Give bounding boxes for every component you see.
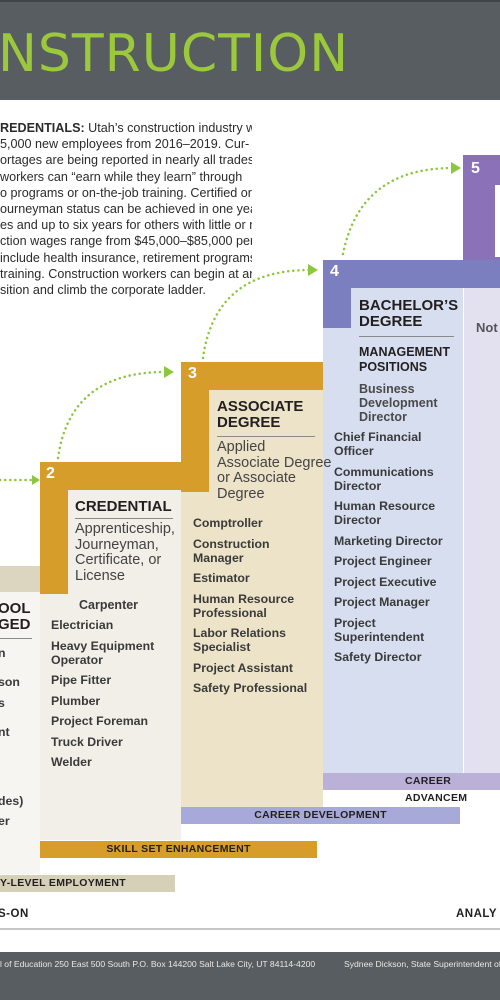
step-1-title: OOL GED: [0, 600, 31, 633]
intro-line: sition and climb the corporate ladder.: [0, 283, 206, 298]
step-3-subtitle: Applied Associate Degree or Associate De…: [217, 439, 332, 502]
band-career-development: CAREER DEVELOPMENT: [181, 807, 460, 824]
step-2-job-list: Electrician Heavy Equipment Operator Pip…: [51, 618, 179, 776]
step-3-number: 3: [188, 365, 197, 382]
intro-line: 5,000 new employees from 2016–2019. Cur-: [0, 137, 250, 152]
list-item: [0, 667, 40, 669]
list-item: [0, 786, 40, 787]
intro-line: es and up to six years for others with l…: [0, 218, 252, 233]
band-career-advancement: CAREER ADVANCEM: [323, 773, 500, 804]
list-item: Estimator: [193, 571, 250, 585]
list-item: Pipe Fitter: [51, 673, 112, 687]
scale-label-left: S-ON: [0, 908, 29, 920]
step-3-rule: [217, 436, 315, 437]
list-item: des): [0, 793, 24, 808]
list-item: Safety Professional: [193, 681, 308, 695]
step-1-column: [0, 592, 40, 874]
list-item: Human Resource Professional: [193, 591, 295, 620]
arrow-2-to-3: [56, 366, 174, 460]
step-3-job-list: Comptroller Construction Manager Estimat…: [193, 516, 321, 702]
band-entry-level-employment: Y-LEVEL EMPLOYMENT: [0, 875, 175, 892]
list-item: [0, 745, 40, 759]
list-item: Heavy Equipment Operator: [51, 638, 155, 667]
arrow-4-to-5: [341, 162, 461, 256]
list-item: s: [0, 695, 5, 710]
list-item: Chief Financial Officer: [334, 430, 422, 458]
page-title: NSTRUCTION: [0, 24, 350, 84]
step-2-top-band: [40, 462, 181, 490]
step-2-rule: [75, 518, 173, 519]
intro-line: ortages are being reported in nearly all…: [0, 153, 252, 168]
scale-label-right: ANALY: [456, 908, 498, 920]
band-skill-set-enhancement: SKILL SET ENHANCEMENT: [40, 841, 317, 858]
step-1-rule: [0, 638, 32, 639]
step-4-job-list: Chief Financial Officer Communications D…: [334, 430, 459, 671]
list-item: Safety Director: [334, 650, 422, 664]
arrow-1-to-2: [0, 475, 40, 485]
intro-line: ourneyman status can be achieved in one …: [0, 202, 252, 217]
list-item: Communications Director: [334, 464, 434, 493]
step-4-number: 4: [330, 263, 339, 280]
step-4-rule: [359, 336, 454, 337]
step-1-job-list: n son s nt des) er: [0, 646, 40, 835]
step-2-left-post: [40, 490, 68, 594]
list-item: Construction Manager: [193, 536, 270, 565]
list-item: Human Resource Director: [334, 499, 436, 527]
list-item: Electrician: [51, 618, 114, 632]
footer-superintendent: Sydnee Dickson, State Superintendent of …: [344, 959, 500, 969]
step-5-number: 5: [471, 160, 480, 177]
step-2-title: CREDENTIAL: [75, 498, 172, 515]
list-item: Welder: [51, 755, 92, 769]
page-header: NSTRUCTION: [0, 0, 500, 100]
list-item: Project Executive: [334, 574, 437, 589]
step-1-top-band: [0, 566, 40, 592]
list-item: Project Assistant: [193, 660, 294, 675]
footer-address: l of Education 250 East 500 South P.O. B…: [0, 959, 316, 969]
intro-line: workers can “earn while they learn” thro…: [0, 169, 243, 184]
list-item: Project Superintendent: [334, 615, 425, 644]
page-footer: l of Education 250 East 500 South P.O. B…: [0, 952, 500, 1000]
list-item: Project Manager: [334, 595, 430, 609]
scale-rule: [0, 928, 500, 930]
intro-line: o programs or on-the-job training. Certi…: [0, 185, 252, 200]
intro-paragraph: REDENTIALS: Utah’s construction industry…: [0, 120, 252, 298]
step-3-title: ASSOCIATE DEGREE: [217, 398, 304, 431]
step-5-column: [464, 260, 500, 775]
list-item: er: [0, 814, 10, 828]
step-5-partial-text: Not: [476, 320, 498, 335]
list-item: Marketing Director: [334, 533, 443, 548]
list-item: nt: [0, 724, 10, 739]
step-2-carpenter: Carpenter: [79, 598, 139, 612]
step-2-number: 2: [46, 465, 55, 482]
list-item: Labor Relations Specialist: [193, 626, 286, 654]
step-4-left-post: [323, 288, 351, 328]
intro-line: include health insurance, retirement pro…: [0, 250, 252, 265]
list-item: Project Foreman: [51, 714, 149, 728]
step-2-subtitle: Apprenticeship, Journeyman, Certificate,…: [75, 521, 175, 584]
intro-line: training. Construction workers can begin…: [0, 266, 252, 281]
intro-line: ction wages range from $45,000–$85,000 p…: [0, 234, 252, 249]
list-item: n: [0, 646, 6, 660]
step-3-top-band: [181, 362, 323, 390]
step-4-column: [323, 288, 463, 775]
list-item: [0, 766, 40, 780]
list-item: son: [0, 675, 20, 689]
list-item: Truck Driver: [51, 734, 123, 749]
list-item: Project Engineer: [334, 554, 432, 568]
list-item: Plumber: [51, 693, 101, 708]
step-4-management-heading: MANAGEMENT POSITIONS: [359, 345, 450, 374]
step-4-title: BACHELOR’S DEGREE: [359, 297, 459, 330]
step-4-top-band: [323, 260, 500, 288]
intro-label: REDENTIALS:: [0, 121, 85, 135]
step-3-left-post: [181, 390, 209, 492]
step-5-inner: [495, 185, 500, 257]
intro-line: REDENTIALS: Utah’s construction industry…: [0, 121, 252, 135]
step-5-tab: [463, 155, 500, 260]
list-item: Comptroller: [193, 516, 263, 530]
list-item: [0, 716, 40, 718]
arrow-3-to-4: [201, 264, 318, 360]
step-4-business-development: Business Development Director: [359, 382, 438, 424]
